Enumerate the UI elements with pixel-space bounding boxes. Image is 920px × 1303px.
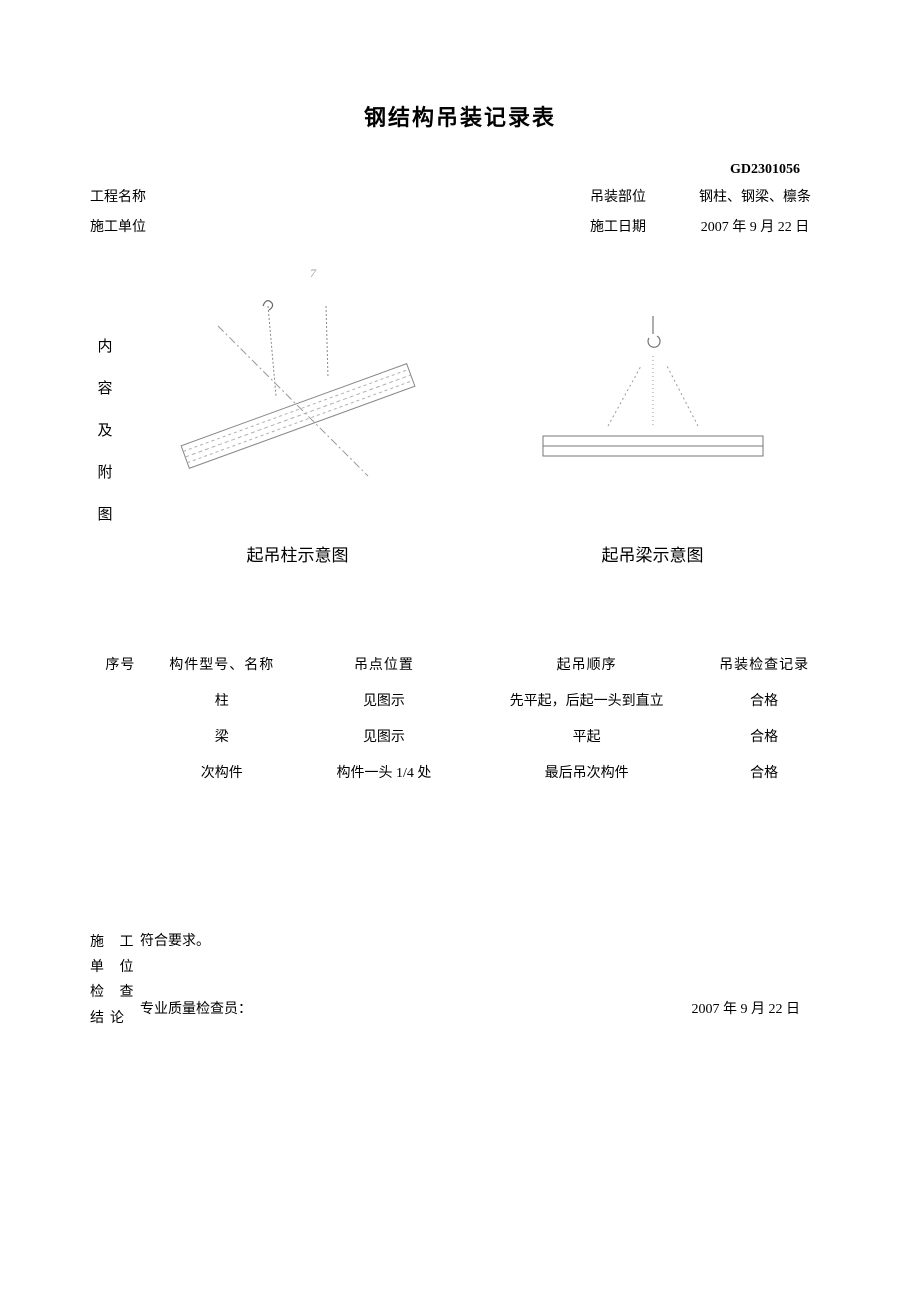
concl-l0: 施 工 xyxy=(90,930,140,955)
table-header-row: 序号 构件型号、名称 吊点位置 起吊顺序 吊装检查记录 xyxy=(90,646,830,682)
table-cell xyxy=(90,718,151,754)
diagram-beam: 起吊梁示意图 xyxy=(503,296,803,566)
table-cell xyxy=(90,682,151,718)
diagram-beam-caption: 起吊梁示意图 xyxy=(503,541,803,566)
inspector-label: 专业质量检查员： xyxy=(140,998,252,1018)
diagram-section: 内 容 及 附 图 7 xyxy=(90,296,830,566)
construct-date-value: 2007 年 9 月 22 日 xyxy=(680,216,830,236)
table-cell: 合格 xyxy=(698,754,830,790)
vlabel-0: 内 xyxy=(90,326,120,368)
diagram-column-caption: 起吊柱示意图 xyxy=(148,541,448,566)
th-4: 吊装检查记录 xyxy=(698,646,830,682)
table-row: 柱见图示先平起，后起一头到直立合格 xyxy=(90,682,830,718)
th-3: 起吊顺序 xyxy=(475,646,698,682)
table-body: 柱见图示先平起，后起一头到直立合格梁见图示平起合格次构件构件一头 1/4 处最后… xyxy=(90,682,830,790)
table-row: 梁见图示平起合格 xyxy=(90,718,830,754)
hoist-part-label: 吊装部位 xyxy=(590,186,680,206)
vlabel-3: 附 xyxy=(90,452,120,494)
table-cell: 合格 xyxy=(698,718,830,754)
small-7-mark: 7 xyxy=(310,266,316,281)
conclusion-section: 施 工 单 位 检 查 结论 符合要求。 专业质量检查员： 2007 年 9 月… xyxy=(90,930,830,1031)
construct-date-label: 施工日期 xyxy=(590,216,680,236)
table-cell: 先平起，后起一头到直立 xyxy=(475,682,698,718)
vertical-label: 内 容 及 附 图 xyxy=(90,326,120,536)
vlabel-2: 及 xyxy=(90,410,120,452)
project-name-label: 工程名称 xyxy=(90,186,590,206)
table-row: 次构件构件一头 1/4 处最后吊次构件合格 xyxy=(90,754,830,790)
hoist-part-value: 钢柱、钢梁、檩条 xyxy=(680,186,830,206)
table-section: 序号 构件型号、名称 吊点位置 起吊顺序 吊装检查记录 柱见图示先平起，后起一头… xyxy=(90,646,830,790)
header-row-1: 工程名称 吊装部位 钢柱、钢梁、檩条 xyxy=(90,186,830,206)
table-cell: 见图示 xyxy=(293,718,475,754)
conclusion-text: 符合要求。 xyxy=(140,930,830,950)
header-row-2: 施工单位 施工日期 2007 年 9 月 22 日 xyxy=(90,216,830,236)
table-cell: 构件一头 1/4 处 xyxy=(293,754,475,790)
page-title: 钢结构吊装记录表 xyxy=(90,100,830,132)
document-code: GD2301056 xyxy=(90,162,830,178)
th-1: 构件型号、名称 xyxy=(151,646,293,682)
table-cell: 柱 xyxy=(151,682,293,718)
table-cell xyxy=(90,754,151,790)
table-cell: 见图示 xyxy=(293,682,475,718)
table-cell: 合格 xyxy=(698,682,830,718)
construct-unit-label: 施工单位 xyxy=(90,216,590,236)
concl-l1: 单 位 xyxy=(90,955,140,980)
table-cell: 平起 xyxy=(475,718,698,754)
conclusion-label: 施 工 单 位 检 查 结论 xyxy=(90,930,140,1031)
record-table: 序号 构件型号、名称 吊点位置 起吊顺序 吊装检查记录 柱见图示先平起，后起一头… xyxy=(90,646,830,790)
diagram-column: 起吊柱示意图 xyxy=(148,296,448,566)
table-cell: 梁 xyxy=(151,718,293,754)
th-0: 序号 xyxy=(90,646,151,682)
conclusion-date: 2007 年 9 月 22 日 xyxy=(692,998,801,1018)
table-cell: 最后吊次构件 xyxy=(475,754,698,790)
vlabel-1: 容 xyxy=(90,368,120,410)
concl-l2: 检 查 xyxy=(90,980,140,1005)
table-cell: 次构件 xyxy=(151,754,293,790)
vlabel-4: 图 xyxy=(90,494,120,536)
th-2: 吊点位置 xyxy=(293,646,475,682)
concl-l3: 结论 xyxy=(90,1006,140,1031)
